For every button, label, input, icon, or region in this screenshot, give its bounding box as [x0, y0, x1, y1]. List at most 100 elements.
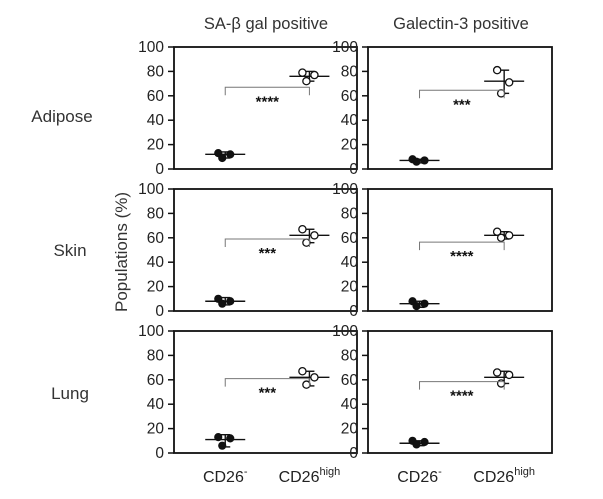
significance-bracket	[224, 86, 310, 96]
y-tick-label: 0	[349, 161, 358, 178]
data-point	[218, 299, 227, 308]
y-tick-label: 0	[349, 445, 358, 462]
data-point	[226, 150, 235, 159]
significance-label: ****	[450, 248, 474, 265]
x-label-cd26-neg: CD26-	[397, 466, 442, 486]
data-point	[298, 68, 307, 77]
y-tick-label: 0	[155, 303, 164, 320]
y-tick-label: 60	[341, 372, 359, 389]
panel-frame	[173, 46, 358, 170]
data-point	[420, 156, 429, 165]
data-point	[412, 157, 421, 166]
panel-adipose-1: 0 20 40 60 80 100 ****	[138, 39, 358, 178]
data-point	[218, 153, 227, 163]
panel-skin-1: 0 20 40 60 80 100 ***	[138, 181, 358, 320]
y-tick-label: 80	[147, 205, 165, 222]
panel-frame	[367, 330, 553, 454]
data-point	[310, 373, 319, 382]
data-point	[218, 441, 227, 450]
data-point	[496, 233, 506, 243]
y-tick-label: 40	[341, 396, 359, 413]
panel-skin-2: 0 20 40 60 80 100 ****	[332, 181, 553, 320]
y-tick-label: 100	[138, 181, 164, 198]
data-point	[310, 231, 319, 240]
significance-label: ***	[259, 385, 277, 402]
y-tick-label: 20	[147, 421, 165, 438]
data-point	[298, 225, 307, 234]
row-label-adipose: Adipose	[31, 107, 92, 126]
x-axis-labels: CD26- CD26high CD26- CD26high	[203, 466, 535, 486]
data-point	[420, 299, 429, 308]
data-point	[226, 297, 235, 306]
y-axis-title: Populations (%)	[112, 192, 131, 312]
y-tick-label: 100	[332, 39, 358, 56]
y-tick-label: 80	[147, 63, 165, 80]
data-point	[492, 65, 502, 75]
y-tick-label: 20	[147, 279, 165, 296]
panel-frame	[367, 188, 553, 312]
panel-frame	[367, 46, 553, 170]
significance-bracket	[419, 381, 505, 390]
y-tick-label: 20	[341, 279, 359, 296]
significance-bracket	[224, 378, 310, 387]
panel-lung-1: 0 20 40 60 80 100 ***	[138, 323, 358, 462]
data-point	[226, 434, 235, 443]
y-tick-label: 20	[341, 421, 359, 438]
data-point	[492, 368, 502, 377]
y-tick-label: 80	[147, 347, 165, 364]
y-tick-label: 40	[341, 112, 359, 129]
data-point	[302, 380, 311, 389]
significance-bracket	[419, 241, 505, 251]
data-point	[420, 437, 429, 447]
panel-frame	[173, 330, 358, 454]
y-tick-label: 60	[341, 88, 359, 105]
data-point	[214, 433, 223, 442]
column-title-2: Galectin-3 positive	[393, 15, 529, 33]
data-point	[504, 231, 514, 240]
y-tick-label: 80	[341, 347, 359, 364]
y-tick-label: 80	[341, 63, 359, 80]
data-point	[310, 70, 319, 80]
y-tick-label: 0	[155, 161, 164, 178]
y-tick-label: 40	[341, 254, 359, 271]
data-point	[412, 440, 421, 449]
data-point	[492, 227, 502, 236]
y-tick-label: 60	[147, 372, 165, 389]
y-tick-label: 80	[341, 205, 359, 222]
y-tick-label: 60	[147, 230, 165, 247]
y-tick-label: 20	[341, 137, 359, 154]
data-point	[504, 78, 514, 87]
significance-label: ***	[453, 96, 471, 113]
panel-adipose-2: 0 20 40 60 80 100 ***	[332, 39, 553, 178]
y-tick-label: 60	[341, 230, 359, 247]
panel-frame	[173, 188, 358, 312]
y-tick-label: 100	[332, 181, 358, 198]
significance-label: ****	[450, 388, 474, 405]
data-point	[496, 89, 506, 98]
data-point	[298, 367, 307, 376]
panel-lung-2: 0 20 40 60 80 100 ****	[332, 323, 553, 462]
x-label-cd26-high: CD26high	[473, 466, 535, 486]
y-tick-label: 40	[147, 396, 165, 413]
data-point	[412, 302, 421, 311]
y-tick-label: 40	[147, 254, 165, 271]
column-title-1: SA-β gal positive	[204, 15, 328, 33]
significance-label: ****	[256, 93, 280, 110]
significance-label: ***	[259, 245, 277, 262]
data-point	[504, 370, 514, 380]
y-tick-label: 100	[138, 323, 164, 340]
y-tick-label: 100	[332, 323, 358, 340]
y-tick-label: 100	[138, 39, 164, 56]
significance-bracket	[419, 89, 505, 99]
y-tick-label: 0	[155, 445, 164, 462]
row-label-lung: Lung	[51, 384, 89, 403]
row-label-skin: Skin	[53, 241, 86, 260]
y-tick-label: 0	[349, 303, 358, 320]
x-label-cd26-high: CD26high	[279, 466, 341, 486]
y-tick-label: 60	[147, 88, 165, 105]
significance-bracket	[224, 238, 310, 248]
y-tick-label: 40	[147, 112, 165, 129]
x-label-cd26-neg: CD26-	[203, 466, 248, 486]
y-tick-label: 20	[147, 137, 165, 154]
